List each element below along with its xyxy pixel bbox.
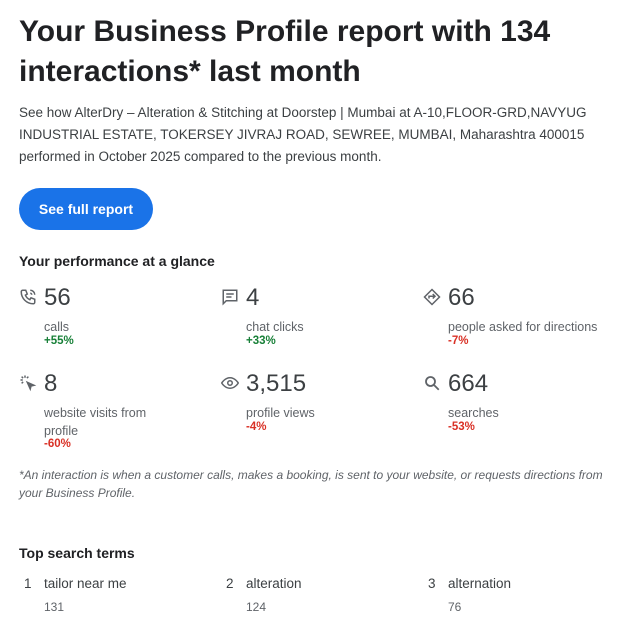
metric-change: -7% <box>448 335 469 347</box>
chat-icon <box>221 288 239 306</box>
report-description: See how AlterDry – Alteration & Stitchin… <box>19 105 587 164</box>
phone-icon <box>19 288 37 306</box>
metric-label: website visits from profile <box>44 406 147 438</box>
metric-value: 3,515 <box>246 370 307 397</box>
metric-change: -60% <box>44 438 71 450</box>
metric-change: +33% <box>246 335 276 347</box>
metric-change: +55% <box>44 335 74 347</box>
term-rank: 2 <box>226 576 234 591</box>
term-rank: 3 <box>428 576 436 591</box>
metric-value: 56 <box>44 284 71 311</box>
metric-label: searches <box>448 406 499 420</box>
metric-label: chat clicks <box>246 320 304 334</box>
see-full-report-button[interactable]: See full report <box>19 188 153 230</box>
report-title: Your Business Profile report with 134 in… <box>19 15 551 88</box>
metric-change: -53% <box>448 421 475 433</box>
metric-value: 8 <box>44 370 58 397</box>
term-rank: 1 <box>24 576 32 591</box>
search-icon <box>423 374 441 392</box>
metric-label: calls <box>44 320 70 334</box>
term-count: 124 <box>246 600 267 614</box>
term-count: 76 <box>448 600 462 614</box>
metric-change: -4% <box>246 421 267 433</box>
term-name: alteration <box>246 576 302 591</box>
metric-label: profile views <box>246 406 315 420</box>
metric-value: 66 <box>448 284 475 311</box>
term-name: tailor near me <box>44 576 127 591</box>
metric-value: 664 <box>448 370 489 397</box>
interaction-footnote: *An interaction is when a customer calls… <box>19 468 603 500</box>
term-name: alternation <box>448 576 512 591</box>
click-icon <box>19 374 37 392</box>
directions-icon <box>423 288 441 306</box>
metric-label: people asked for directions <box>448 320 598 334</box>
metric-value: 4 <box>246 284 260 311</box>
term-count: 131 <box>44 600 65 614</box>
search-terms-heading: Top search terms <box>19 545 135 561</box>
performance-heading: Your performance at a glance <box>19 253 215 269</box>
eye-icon <box>220 374 240 392</box>
